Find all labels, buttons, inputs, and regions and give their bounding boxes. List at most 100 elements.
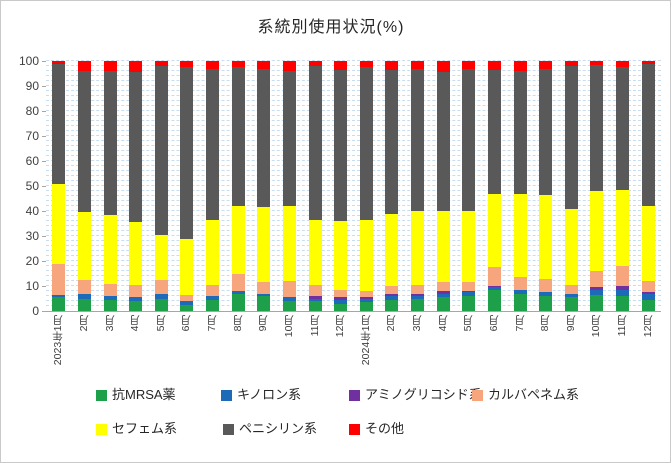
bar-segment-抗MRSA薬 — [282, 301, 296, 311]
bar-segment-カルバペネム系 — [462, 282, 476, 291]
bar-segment-抗MRSA薬 — [52, 297, 66, 311]
gridline — [46, 270, 661, 271]
bar-segment-その他 — [257, 61, 271, 69]
x-axis-label: 5月 — [154, 315, 167, 332]
bar-segment-カルバペネム系 — [411, 284, 425, 294]
bar-segment-セフェム系 — [154, 234, 168, 280]
gridline — [46, 65, 661, 66]
bar-segment-アミノグリコシド系 — [487, 286, 501, 288]
bar-segment-セフェム系 — [411, 211, 425, 285]
bar-segment-ペニシリン系 — [180, 67, 194, 239]
bar-segment-カルバペネム系 — [129, 284, 143, 298]
bar-segment-ペニシリン系 — [411, 68, 425, 211]
bar-3月 — [103, 61, 117, 311]
bar-segment-カルバペネム系 — [359, 291, 373, 298]
x-axis-label: 2月 — [77, 315, 90, 332]
bar-segment-抗MRSA薬 — [308, 301, 322, 311]
bar-8月 — [231, 61, 245, 311]
bar-segment-カルバペネム系 — [436, 282, 450, 291]
bar-6月 — [180, 61, 194, 311]
gridline — [46, 220, 661, 221]
bar-segment-セフェム系 — [206, 219, 220, 285]
bar-segment-カルバペネム系 — [513, 277, 527, 290]
x-axis-label: 12月 — [641, 315, 654, 338]
bar-segment-キノロン系 — [206, 296, 220, 300]
y-axis-tick — [42, 161, 46, 162]
y-axis-label: 90 — [25, 79, 39, 93]
bar-segment-キノロン系 — [641, 293, 655, 300]
bar-segment-キノロン系 — [231, 291, 245, 294]
gridline — [46, 120, 661, 121]
bar-segment-カルバペネム系 — [257, 282, 271, 294]
x-axis-label: 2月 — [385, 315, 398, 332]
gridline — [46, 305, 661, 306]
bar-segment-その他 — [513, 61, 527, 71]
gridline — [46, 70, 661, 71]
legend-item-キノロン系: キノロン系 — [221, 388, 301, 402]
bar-segment-その他 — [616, 61, 630, 68]
gridline — [46, 95, 661, 96]
legend-item-ペニシリン系: ペニシリン系 — [223, 422, 317, 436]
bar-segment-ペニシリン系 — [590, 64, 604, 191]
bar-segment-抗MRSA薬 — [154, 298, 168, 311]
bar-segment-抗MRSA薬 — [129, 301, 143, 311]
legend-label: カルバペネム系 — [488, 387, 580, 402]
y-axis-tick — [42, 236, 46, 237]
legend-swatch-icon — [349, 423, 360, 435]
y-axis-label: 40 — [25, 204, 39, 218]
x-axis-label: 4月 — [436, 315, 449, 332]
bar-segment-ペニシリン系 — [52, 63, 66, 184]
y-axis-tick — [42, 261, 46, 262]
bar-segment-ペニシリン系 — [359, 67, 373, 220]
bar-segment-キノロン系 — [103, 296, 117, 300]
bar-segment-アミノグリコシド系 — [616, 286, 630, 290]
gridline — [46, 290, 661, 291]
bar-segment-セフェム系 — [564, 208, 578, 285]
gridline — [46, 265, 661, 266]
bar-segment-抗MRSA薬 — [206, 299, 220, 311]
bar-segment-カルバペネム系 — [334, 289, 348, 298]
bar-segment-ペニシリン系 — [308, 66, 322, 220]
gridline — [46, 100, 661, 101]
x-axis-label: 5月 — [462, 315, 475, 332]
bar-10月 — [590, 61, 604, 311]
x-axis-label: 11月 — [616, 315, 629, 337]
bar-7月 — [206, 61, 220, 311]
bar-segment-抗MRSA薬 — [231, 293, 245, 311]
bar-segment-アミノグリコシド系 — [462, 291, 476, 293]
legend-item-その他: その他 — [349, 422, 404, 436]
legend-swatch-icon — [96, 423, 107, 435]
bar-segment-セフェム系 — [513, 193, 527, 278]
legend-swatch-icon — [221, 389, 232, 401]
bar-segment-その他 — [539, 61, 553, 69]
bar-segment-その他 — [282, 61, 296, 71]
bar-segment-抗MRSA薬 — [462, 296, 476, 311]
bar-segment-ペニシリン系 — [487, 69, 501, 194]
bar-segment-セフェム系 — [359, 219, 373, 291]
bar-12月 — [641, 61, 655, 311]
bar-segment-カルバペネム系 — [231, 273, 245, 291]
bar-9月 — [564, 61, 578, 311]
y-axis-tick — [42, 311, 46, 312]
bar-segment-キノロン系 — [129, 297, 143, 301]
bar-segment-ペニシリン系 — [206, 68, 220, 220]
bar-segment-キノロン系 — [52, 294, 66, 298]
chart-title: 系統別使用状況(%) — [257, 19, 405, 36]
bar-segment-セフェム系 — [129, 222, 143, 285]
bar-segment-アミノグリコシド系 — [436, 291, 450, 294]
y-axis-tick — [42, 286, 46, 287]
y-axis-label: 70 — [25, 129, 39, 143]
x-axis-label: 9月 — [257, 315, 270, 332]
bar-segment-ペニシリン系 — [334, 69, 348, 221]
gridline — [46, 75, 661, 76]
bar-segment-その他 — [308, 61, 322, 66]
bar-segment-抗MRSA薬 — [257, 296, 271, 311]
bar-segment-抗MRSA薬 — [513, 293, 527, 311]
x-axis-label: 4月 — [129, 315, 142, 332]
gridline — [46, 115, 661, 116]
bar-segment-キノロン系 — [359, 298, 373, 303]
bar-segment-アミノグリコシド系 — [590, 287, 604, 290]
x-axis-label: 3月 — [103, 315, 116, 332]
bar-segment-セフェム系 — [282, 206, 296, 281]
bar-segment-キノロン系 — [77, 293, 91, 299]
